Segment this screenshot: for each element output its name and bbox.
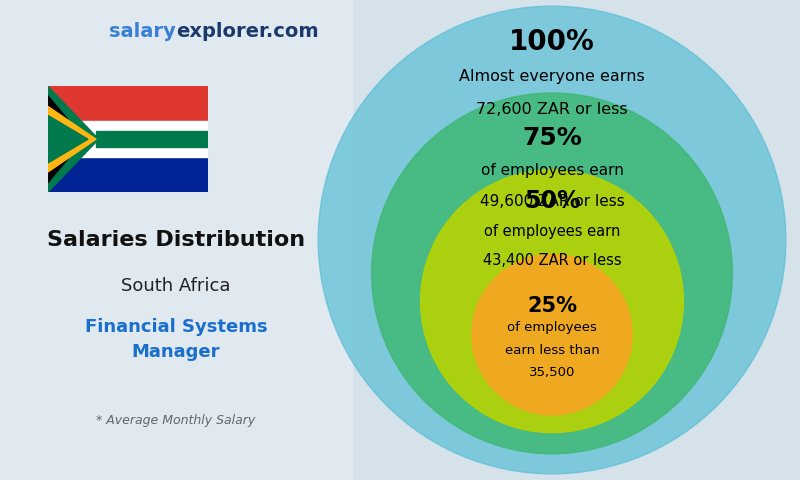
Text: South Africa: South Africa	[122, 277, 230, 295]
Bar	[48, 144, 208, 157]
Text: * Average Monthly Salary: * Average Monthly Salary	[96, 414, 256, 427]
Text: of employees earn: of employees earn	[481, 164, 623, 179]
Text: 35,500: 35,500	[529, 366, 575, 379]
Text: 72,600 ZAR or less: 72,600 ZAR or less	[476, 102, 628, 117]
Text: 50%: 50%	[524, 189, 580, 213]
Text: salary: salary	[110, 22, 176, 41]
Polygon shape	[48, 86, 98, 192]
Text: Financial Systems
Manager: Financial Systems Manager	[85, 318, 267, 361]
Bar	[0, 0, 352, 480]
Text: 49,600 ZAR or less: 49,600 ZAR or less	[480, 193, 624, 208]
Text: explorer.com: explorer.com	[176, 22, 318, 41]
Text: of employees earn: of employees earn	[484, 224, 620, 239]
Text: of employees: of employees	[507, 322, 597, 335]
Circle shape	[472, 254, 632, 415]
Bar	[48, 157, 208, 192]
Polygon shape	[48, 96, 84, 182]
Text: Salaries Distribution: Salaries Distribution	[47, 230, 305, 251]
Bar	[48, 86, 208, 121]
Polygon shape	[48, 107, 96, 172]
Text: Almost everyone earns: Almost everyone earns	[459, 69, 645, 84]
Text: 43,400 ZAR or less: 43,400 ZAR or less	[482, 252, 622, 267]
Circle shape	[371, 93, 733, 454]
Text: 25%: 25%	[527, 296, 577, 316]
Bar	[96, 132, 208, 147]
Text: earn less than: earn less than	[505, 344, 599, 357]
Text: 75%: 75%	[522, 126, 582, 150]
Polygon shape	[48, 116, 88, 163]
Circle shape	[421, 170, 683, 432]
Bar	[48, 121, 208, 134]
Circle shape	[318, 6, 786, 474]
Text: 100%: 100%	[509, 28, 595, 56]
